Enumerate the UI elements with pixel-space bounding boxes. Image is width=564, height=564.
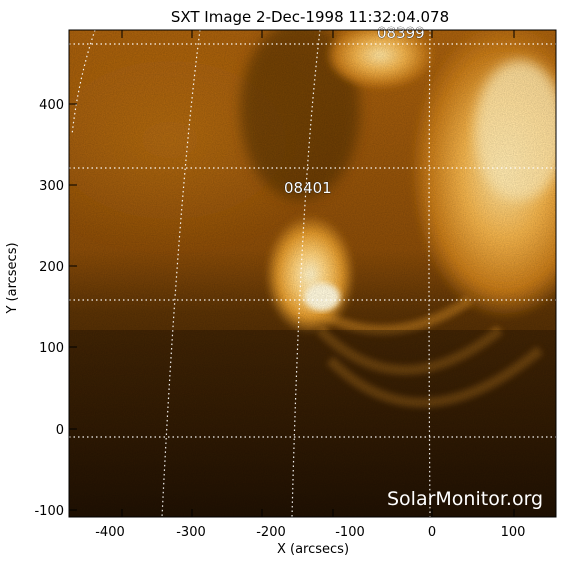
y-axis: -100 0 100 200 300 400 Y (arcsecs) — [5, 98, 77, 519]
solar-image — [69, 30, 556, 517]
active-region-label-08399: 08399 — [377, 24, 425, 42]
watermark-text: SolarMonitor.org — [387, 488, 543, 510]
coordinate-grid — [69, 30, 556, 517]
plot-frame — [68, 29, 557, 518]
x-tick-label: 0 — [428, 525, 436, 540]
y-tick-label: 400 — [39, 98, 64, 113]
y-tick-label: -100 — [34, 504, 64, 519]
x-tick-label: -100 — [335, 525, 365, 540]
active-region-label-08401: 08401 — [284, 179, 332, 197]
figure-title: SXT Image 2-Dec-1998 11:32:04.078 — [171, 8, 449, 26]
y-tick-label: 200 — [39, 260, 64, 275]
x-tick-label: -400 — [95, 525, 125, 540]
x-tick-label: -200 — [256, 525, 286, 540]
x-axis-label: X (arcsecs) — [277, 542, 349, 557]
x-tick-label: 100 — [501, 525, 526, 540]
y-tick-label: 300 — [39, 179, 64, 194]
y-tick-label: 100 — [39, 341, 64, 356]
y-axis-label: Y (arcsecs) — [5, 242, 20, 314]
x-tick-label: -300 — [176, 525, 206, 540]
x-axis: -400 -300 -200 -100 0 100 X (arcsecs) — [95, 30, 525, 557]
y-tick-label: 0 — [56, 423, 64, 438]
